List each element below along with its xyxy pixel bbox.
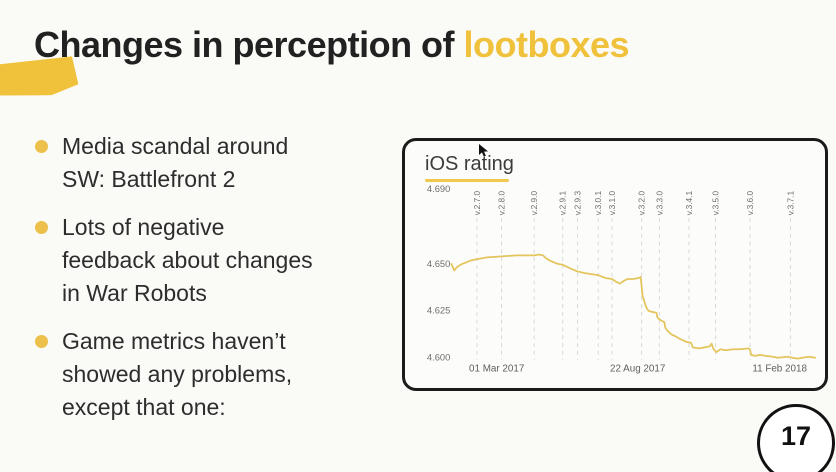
title-text: Changes in perception of bbox=[34, 24, 464, 65]
svg-text:v.3.3.0: v.3.3.0 bbox=[654, 191, 664, 216]
svg-text:v.3.5.0: v.3.5.0 bbox=[710, 191, 720, 216]
bullet-list: Media scandal around SW: Battlefront 2 Lot… bbox=[30, 130, 390, 439]
page-number: 17 bbox=[780, 420, 812, 451]
svg-text:v.2.9.0: v.2.9.0 bbox=[529, 191, 539, 216]
svg-text:v.2.9.1: v.2.9.1 bbox=[558, 191, 568, 216]
page-title: Changes in perception of lootboxes bbox=[34, 24, 794, 65]
list-item: Game metrics haven’t showed any problems,… bbox=[30, 325, 390, 424]
svg-text:11 Feb 2018: 11 Feb 2018 bbox=[752, 363, 807, 374]
svg-text:v.3.2.0: v.3.2.0 bbox=[637, 191, 647, 216]
title-highlight: lootboxes bbox=[463, 24, 630, 65]
svg-text:v.3.4.1: v.3.4.1 bbox=[684, 191, 694, 216]
bullet-dot-icon bbox=[35, 335, 48, 348]
svg-text:4.690: 4.690 bbox=[427, 184, 450, 194]
svg-text:22 Aug 2017: 22 Aug 2017 bbox=[610, 363, 665, 374]
svg-text:4.600: 4.600 bbox=[427, 353, 450, 363]
chart-title: iOS rating bbox=[425, 153, 514, 175]
chart-title-underline bbox=[425, 179, 509, 182]
ios-rating-chart-card: iOS rating v.2.7.0 v.2.8.0 v.2.9.0 v.2.9.1 v… bbox=[402, 138, 828, 391]
ios-rating-line-chart: v.2.7.0 v.2.8.0 v.2.9.0 v.2.9.1 v.2.9.3 v.3.0… bbox=[427, 184, 817, 374]
svg-text:v.2.9.3: v.2.9.3 bbox=[572, 191, 582, 216]
list-item: Lots of negative feedback about changes in… bbox=[30, 211, 390, 310]
svg-text:01 Mar 2017: 01 Mar 2017 bbox=[469, 363, 524, 374]
bullet-dot-icon bbox=[35, 221, 48, 234]
bullet-text: Game metrics haven’t showed any problems,… bbox=[62, 328, 293, 420]
svg-text:v.3.1.0: v.3.1.0 bbox=[607, 191, 617, 216]
bullet-text: Lots of negative feedback about changes in… bbox=[62, 214, 313, 306]
svg-text:v.3.7.1: v.3.7.1 bbox=[785, 191, 795, 216]
svg-text:4.625: 4.625 bbox=[427, 306, 450, 316]
list-item: Media scandal around SW: Battlefront 2 bbox=[30, 130, 390, 196]
svg-text:v.2.8.0: v.2.8.0 bbox=[497, 191, 507, 216]
bullet-dot-icon bbox=[35, 140, 48, 153]
page-number-badge: 17 bbox=[757, 404, 835, 472]
svg-text:4.650: 4.650 bbox=[427, 259, 450, 269]
svg-text:v.3.0.1: v.3.0.1 bbox=[593, 191, 603, 216]
svg-text:v.2.7.0: v.2.7.0 bbox=[472, 191, 482, 216]
svg-text:v.3.6.0: v.3.6.0 bbox=[745, 191, 755, 216]
mouse-cursor-icon bbox=[479, 144, 488, 157]
bullet-text: Media scandal around SW: Battlefront 2 bbox=[62, 133, 289, 192]
